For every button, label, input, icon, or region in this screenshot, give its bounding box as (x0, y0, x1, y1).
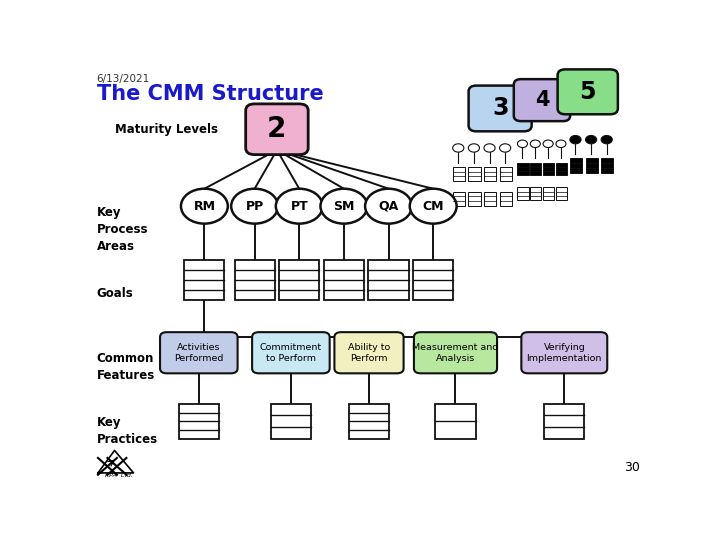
Circle shape (484, 144, 495, 152)
FancyBboxPatch shape (369, 260, 409, 300)
Text: PP: PP (246, 200, 264, 213)
FancyBboxPatch shape (556, 163, 567, 175)
Text: Goals: Goals (96, 287, 133, 300)
Circle shape (320, 188, 367, 224)
Circle shape (570, 136, 581, 144)
FancyBboxPatch shape (530, 163, 541, 175)
Text: Verifying
Implementation: Verifying Implementation (526, 343, 602, 363)
Text: Commitment
to Perform: Commitment to Perform (260, 343, 322, 363)
Text: Key
Practices: Key Practices (96, 416, 158, 446)
FancyBboxPatch shape (334, 332, 404, 373)
FancyBboxPatch shape (179, 404, 219, 439)
FancyBboxPatch shape (468, 167, 481, 181)
Text: SM: SM (333, 200, 354, 213)
FancyBboxPatch shape (349, 404, 389, 439)
Circle shape (556, 140, 566, 147)
FancyBboxPatch shape (436, 404, 476, 439)
FancyBboxPatch shape (453, 167, 465, 181)
Circle shape (543, 140, 553, 147)
Circle shape (231, 188, 278, 224)
FancyBboxPatch shape (413, 260, 454, 300)
Circle shape (500, 144, 510, 152)
FancyBboxPatch shape (252, 332, 330, 373)
Text: RM: RM (194, 200, 215, 213)
FancyBboxPatch shape (518, 163, 528, 175)
Text: 6/13/2021: 6/13/2021 (96, 74, 150, 84)
FancyBboxPatch shape (521, 332, 607, 373)
Text: The CMM Structure: The CMM Structure (96, 84, 323, 104)
Circle shape (585, 136, 597, 144)
FancyBboxPatch shape (500, 192, 512, 206)
Text: Key
Process
Areas: Key Process Areas (96, 206, 148, 253)
FancyBboxPatch shape (543, 163, 554, 175)
FancyBboxPatch shape (543, 187, 554, 200)
Text: Maturity Levels: Maturity Levels (115, 123, 218, 136)
FancyBboxPatch shape (453, 192, 465, 206)
Text: QA: QA (379, 200, 399, 213)
FancyBboxPatch shape (469, 85, 531, 131)
FancyBboxPatch shape (279, 260, 320, 300)
Text: 3: 3 (492, 97, 508, 120)
FancyBboxPatch shape (414, 332, 497, 373)
Text: Ability to
Perform: Ability to Perform (348, 343, 390, 363)
FancyBboxPatch shape (484, 167, 496, 181)
Circle shape (468, 144, 480, 152)
FancyBboxPatch shape (500, 167, 512, 181)
FancyBboxPatch shape (530, 187, 541, 200)
Text: CM: CM (423, 200, 444, 213)
Text: 30: 30 (624, 461, 639, 474)
Text: Activities
Performed: Activities Performed (174, 343, 223, 363)
Circle shape (453, 144, 464, 152)
Circle shape (410, 188, 456, 224)
FancyBboxPatch shape (557, 69, 618, 114)
FancyBboxPatch shape (570, 158, 582, 173)
Text: PT: PT (290, 200, 308, 213)
Text: 2: 2 (267, 115, 287, 143)
Text: 4: 4 (535, 90, 549, 110)
Circle shape (530, 140, 540, 147)
FancyBboxPatch shape (324, 260, 364, 300)
Circle shape (276, 188, 323, 224)
Text: Measurement and
Analysis: Measurement and Analysis (413, 343, 499, 363)
Circle shape (601, 136, 612, 144)
FancyBboxPatch shape (518, 187, 528, 200)
FancyBboxPatch shape (184, 260, 225, 300)
FancyBboxPatch shape (160, 332, 238, 373)
FancyBboxPatch shape (514, 79, 570, 121)
FancyBboxPatch shape (556, 187, 567, 200)
Text: Common
Features: Common Features (96, 352, 155, 382)
FancyBboxPatch shape (601, 158, 613, 173)
Text: 5: 5 (580, 80, 596, 104)
Circle shape (518, 140, 528, 147)
FancyBboxPatch shape (484, 192, 496, 206)
FancyBboxPatch shape (235, 260, 275, 300)
Circle shape (181, 188, 228, 224)
Circle shape (365, 188, 412, 224)
FancyBboxPatch shape (271, 404, 311, 439)
FancyBboxPatch shape (544, 404, 585, 439)
FancyBboxPatch shape (246, 104, 308, 154)
FancyBboxPatch shape (468, 192, 481, 206)
FancyBboxPatch shape (585, 158, 598, 173)
